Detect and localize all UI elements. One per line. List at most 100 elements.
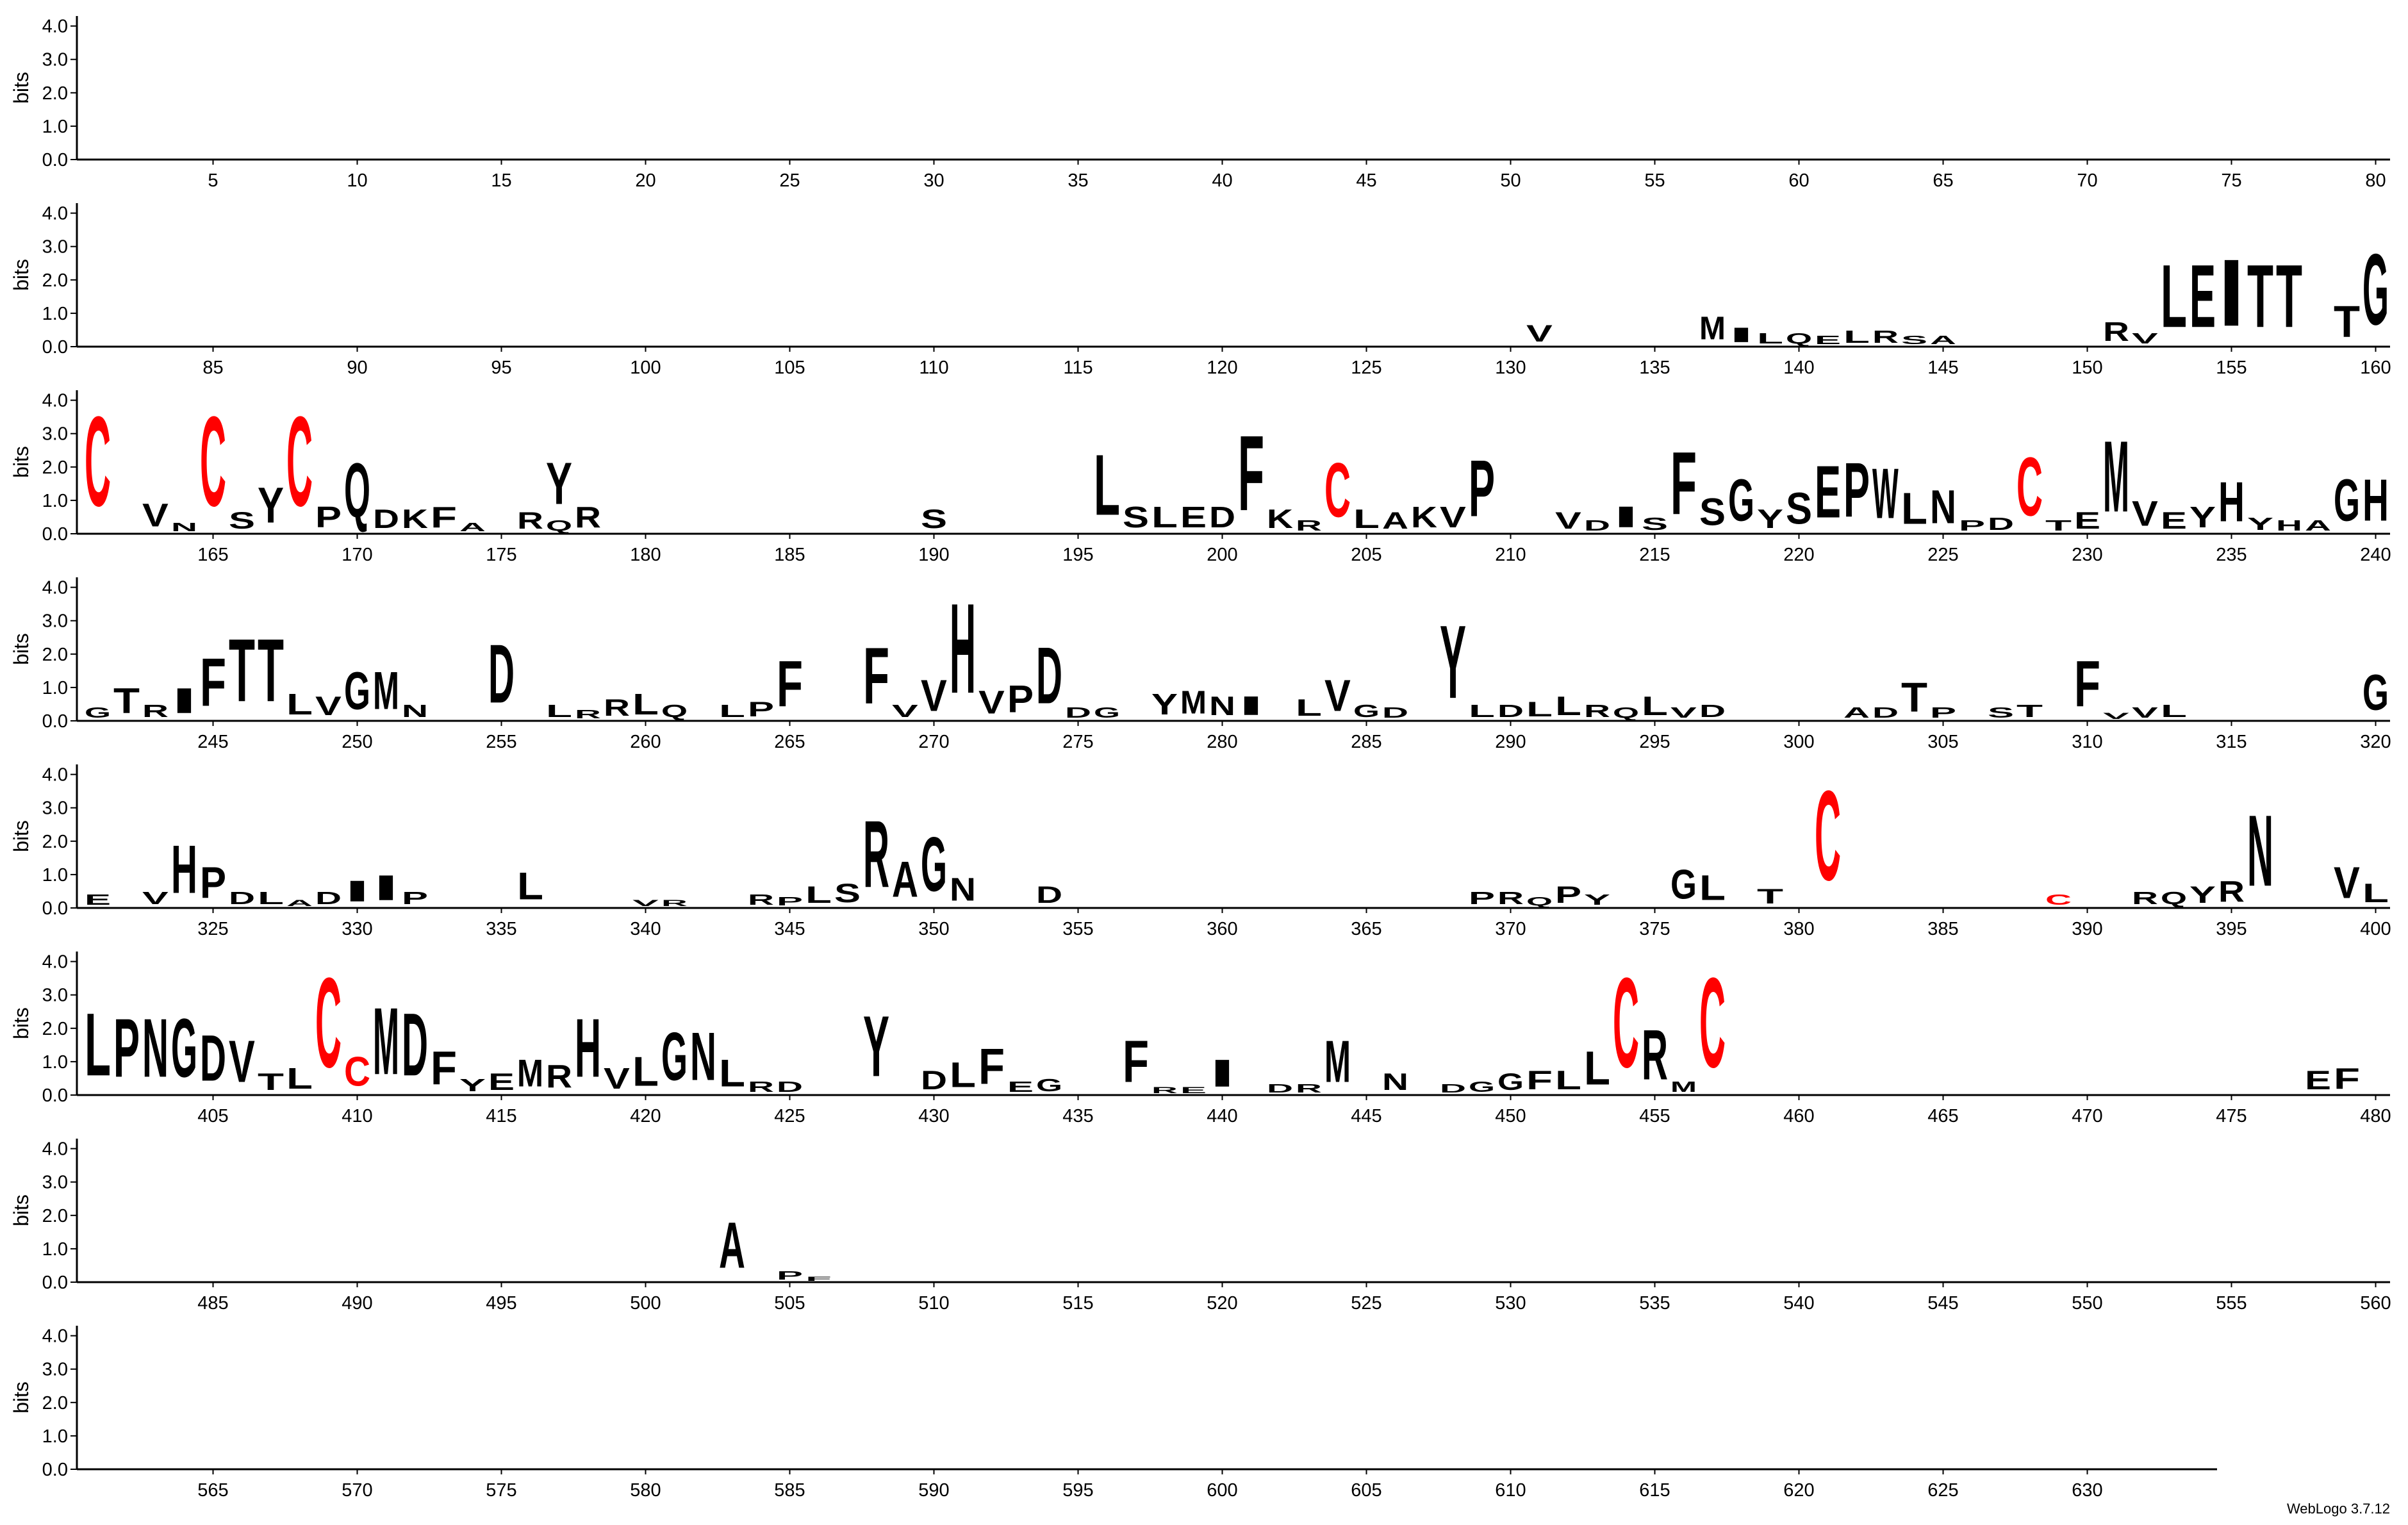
y-axis-label: bits <box>10 72 33 104</box>
x-tick-label: 355 <box>1062 919 1093 939</box>
x-tick-label: 140 <box>1783 358 1814 378</box>
logo-letter: R <box>142 702 169 721</box>
logo-letter: V <box>632 898 659 908</box>
x-tick-label: 315 <box>2216 732 2247 752</box>
logo-letter: R <box>1584 702 1610 721</box>
logo-letter: L <box>1555 691 1581 721</box>
logo-letter: Q <box>2161 888 2187 908</box>
x-tick-label: 90 <box>347 358 367 378</box>
x-tick-label: 375 <box>1639 919 1670 939</box>
x-tick-label: 80 <box>2365 170 2386 191</box>
x-tick-label: 220 <box>1783 545 1814 565</box>
x-tick-label: 420 <box>630 1106 661 1126</box>
logo-letter: S <box>1901 333 1927 347</box>
logo-letter: R <box>604 695 630 721</box>
logo-letter: C <box>1324 447 1351 534</box>
logo-letter: Q <box>1613 704 1639 721</box>
logo-letter: N <box>1382 1069 1408 1095</box>
logo-letter: L <box>805 882 832 908</box>
logo-letter: F <box>200 643 226 720</box>
logo-letter: F <box>863 631 889 721</box>
logo-letter: T <box>2276 247 2302 346</box>
logo-letter: N <box>1209 691 1235 721</box>
logo-letter: D <box>200 1021 226 1095</box>
logo-letter: V <box>142 888 169 908</box>
logo-letter: N <box>950 871 976 908</box>
logo-letter: E <box>85 891 111 908</box>
logo-letter: M <box>373 661 399 721</box>
y-tick-label: 1.0 <box>42 304 68 324</box>
x-tick-label: 625 <box>1927 1480 1958 1501</box>
x-tick-label: 565 <box>197 1480 228 1501</box>
logo-letter: G <box>171 1002 197 1096</box>
x-tick-label: 165 <box>197 545 228 565</box>
logo-letter: R <box>517 507 543 534</box>
x-tick-label: 415 <box>486 1106 516 1126</box>
logo-letter: V <box>1555 507 1581 534</box>
y-tick-label: 0.0 <box>42 1085 68 1106</box>
logo-letter: C <box>315 952 342 1094</box>
y-tick-label: 4.0 <box>42 952 68 973</box>
x-tick-label: 275 <box>1062 732 1093 752</box>
x-tick-label: 525 <box>1351 1293 1381 1314</box>
logo-letter: R <box>863 800 889 907</box>
logo-letter: F <box>805 1276 832 1282</box>
x-tick-label: 450 <box>1495 1106 1526 1126</box>
y-tick-label: 0.0 <box>42 1273 68 1293</box>
x-tick-label: 50 <box>1500 170 1521 191</box>
logo-letter: A <box>1382 507 1408 534</box>
x-tick-label: 105 <box>774 358 805 378</box>
x-tick-label: 260 <box>630 732 661 752</box>
x-tick-label: 205 <box>1351 545 1381 565</box>
y-tick-label: 0.0 <box>42 337 68 358</box>
logo-letter: P <box>1469 888 1495 908</box>
x-tick-label: 475 <box>2216 1106 2247 1126</box>
logo-letter: A <box>459 520 486 534</box>
x-tick-label: 345 <box>774 919 805 939</box>
logo-letter: T <box>113 681 140 721</box>
y-tick-label: 4.0 <box>42 578 68 598</box>
logo-letter: R <box>661 898 688 908</box>
x-tick-label: 540 <box>1783 1293 1814 1314</box>
logo-letter: W <box>1872 453 1899 533</box>
x-tick-label: 85 <box>202 358 223 378</box>
y-axis-label: bits <box>10 820 33 852</box>
logo-letter: V <box>142 497 169 533</box>
x-tick-label: 65 <box>1933 170 1953 191</box>
y-tick-label: 0.0 <box>42 898 68 919</box>
y-tick-label: 2.0 <box>42 458 68 478</box>
logo-letter: V <box>315 691 342 721</box>
logo-letter: R <box>748 892 774 909</box>
y-tick-label: 4.0 <box>42 391 68 411</box>
logo-letter: S <box>229 507 255 534</box>
y-tick-label: 3.0 <box>42 798 68 819</box>
x-tick-label: 75 <box>2221 170 2241 191</box>
logo-letter: M <box>1324 1028 1351 1095</box>
logo-letter: D <box>1872 705 1899 721</box>
x-tick-label: 570 <box>342 1480 372 1501</box>
x-tick-label: 510 <box>918 1293 949 1314</box>
x-tick-label: 370 <box>1495 919 1526 939</box>
logo-letter: L <box>1151 501 1178 534</box>
logo-letter: G <box>1497 1068 1524 1095</box>
credit: WebLogo 3.7.12 <box>2287 1501 2390 1517</box>
x-tick-label: 125 <box>1351 358 1381 378</box>
logo-letter: Y <box>1151 688 1178 721</box>
logo-letter: N <box>690 1018 716 1095</box>
logo-letter: Y <box>1757 504 1783 534</box>
logo-letter: I <box>1209 1051 1235 1095</box>
logo-letter: D <box>1584 518 1610 534</box>
logo-letter: E <box>1815 333 1841 347</box>
logo-letter: C <box>1699 952 1726 1094</box>
x-tick-label: 195 <box>1062 545 1093 565</box>
x-tick-label: 305 <box>1927 732 1958 752</box>
x-tick-label: 310 <box>2072 732 2102 752</box>
x-tick-label: 145 <box>1927 358 1958 378</box>
logo-letter: G <box>921 821 947 907</box>
logo-letter: R <box>748 1079 774 1096</box>
logo-letter: L <box>286 1062 313 1096</box>
logo-letter: L <box>632 688 659 721</box>
logo-letter: E <box>2074 507 2100 534</box>
x-tick-label: 350 <box>918 919 949 939</box>
x-tick-label: 235 <box>2216 545 2247 565</box>
